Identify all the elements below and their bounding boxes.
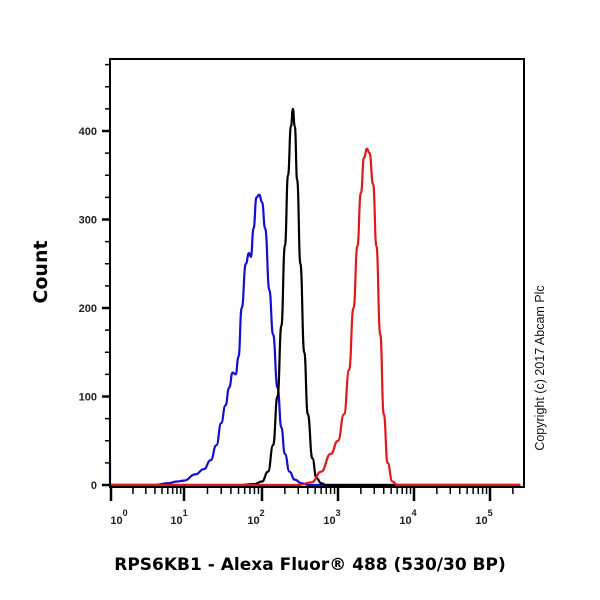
x-axis-label: RPS6KB1 - Alexa Fluor® 488 (530/30 BP)	[114, 555, 506, 575]
x-tick-label: 103	[323, 508, 340, 527]
y-tick-label: 200	[79, 303, 97, 315]
y-tick-label: 400	[79, 126, 97, 138]
y-tick-label: 0	[91, 480, 97, 492]
x-tick-label: 102	[247, 508, 264, 527]
x-axis: 100 101 102 103 104 105	[109, 487, 514, 527]
x-tick-label: 105	[475, 508, 492, 527]
histogram-curve-blue	[108, 193, 521, 487]
y-axis-label: Count	[30, 240, 52, 303]
x-tick-label: 104	[399, 508, 416, 527]
plot-frame	[109, 58, 525, 488]
x-tick-label: 101	[170, 508, 187, 527]
y-tick-label: 300	[79, 215, 97, 227]
histogram-curves	[108, 107, 521, 487]
histogram-curve-black	[110, 107, 521, 487]
copyright-annotation: Copyright (c) 2017 Abcam Plc	[533, 285, 547, 450]
y-tick-label: 100	[79, 392, 97, 404]
y-axis: 0 100 200 300 400	[79, 63, 110, 492]
histogram-curve-red	[110, 147, 521, 487]
x-tick-label: 100	[110, 508, 127, 527]
